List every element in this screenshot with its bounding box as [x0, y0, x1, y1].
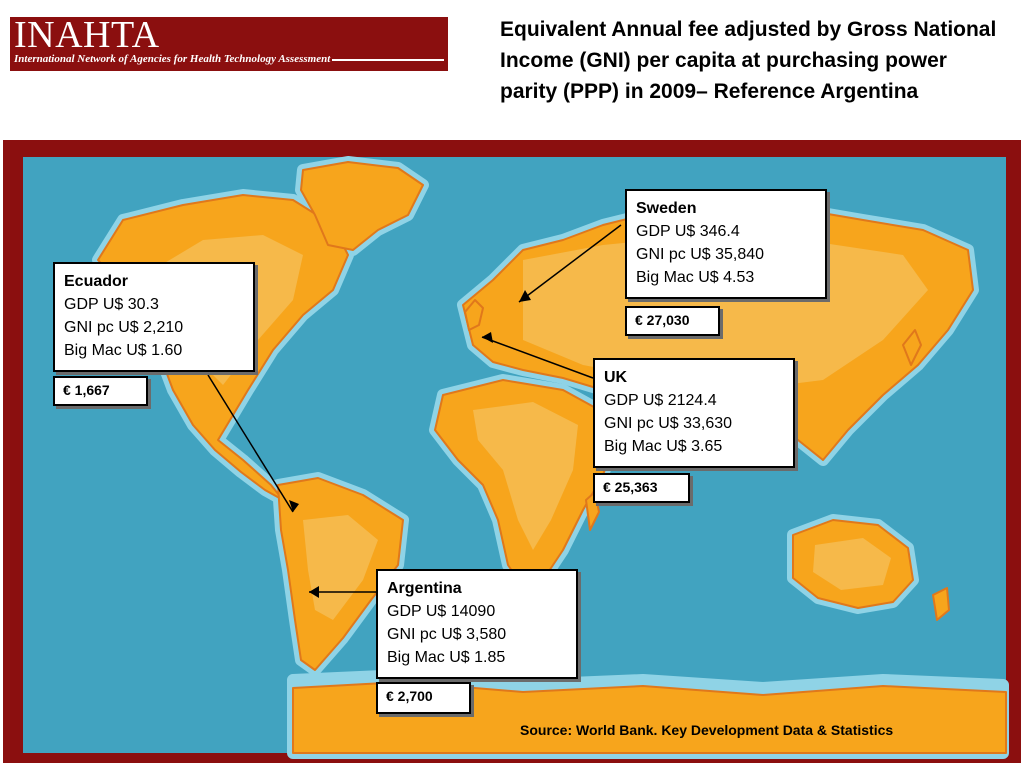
ecuador-gni: GNI pc U$ 2,210	[64, 319, 184, 336]
greenland	[300, 161, 424, 251]
callout-lines	[207, 224, 622, 593]
sweden-gdp: GDP U$ 346.4	[636, 223, 740, 240]
ecuador-bigmac: Big Mac U$ 1.60	[64, 342, 183, 359]
inahta-logo: INAHTA International Network of Agencies…	[10, 14, 448, 71]
uk-fee-box: € 25,363	[593, 473, 690, 503]
uk-bigmac: Big Mac U$ 3.65	[604, 438, 723, 455]
logo-subtitle: International Network of Agencies for He…	[14, 53, 333, 65]
uk-info-box: UK GDP U$ 2124.4 GNI pc U$ 33,630 Big Ma…	[593, 358, 795, 468]
slide-title: Equivalent Annual fee adjusted by Gross …	[500, 18, 997, 103]
callout-arrowheads	[289, 290, 531, 598]
argentina-name: Argentina	[387, 580, 462, 597]
ecuador-gdp: GDP U$ 30.3	[64, 296, 159, 313]
ecuador-fee-box: € 1,667	[53, 376, 148, 406]
japan	[902, 329, 922, 366]
ecuador-name: Ecuador	[64, 273, 129, 290]
uk-name: UK	[604, 369, 628, 386]
uk-gdp: GDP U$ 2124.4	[604, 392, 717, 409]
sweden-name: Sweden	[636, 200, 697, 217]
source-note: Source: World Bank. Key Development Data…	[520, 722, 894, 738]
uk-gni: GNI pc U$ 33,630	[604, 415, 733, 432]
argentina-info-box: Argentina GDP U$ 14090 GNI pc U$ 3,580 B…	[376, 569, 578, 679]
argentina-fee-box: € 2,700	[376, 682, 471, 714]
logo-title: INAHTA	[14, 14, 160, 56]
sweden-info-box: Sweden GDP U$ 346.4 GNI pc U$ 35,840 Big…	[625, 189, 827, 299]
sweden-bigmac: Big Mac U$ 4.53	[636, 269, 755, 286]
uk-island	[464, 299, 484, 331]
sweden-fee-box: € 27,030	[625, 306, 720, 336]
new-zealand	[932, 587, 950, 621]
argentina-gni: GNI pc U$ 3,580	[387, 626, 507, 643]
argentina-gdp: GDP U$ 14090	[387, 603, 496, 620]
sweden-gni: GNI pc U$ 35,840	[636, 246, 765, 263]
argentina-bigmac: Big Mac U$ 1.85	[387, 649, 506, 666]
ecuador-info-box: Ecuador GDP U$ 30.3 GNI pc U$ 2,210 Big …	[53, 262, 255, 372]
